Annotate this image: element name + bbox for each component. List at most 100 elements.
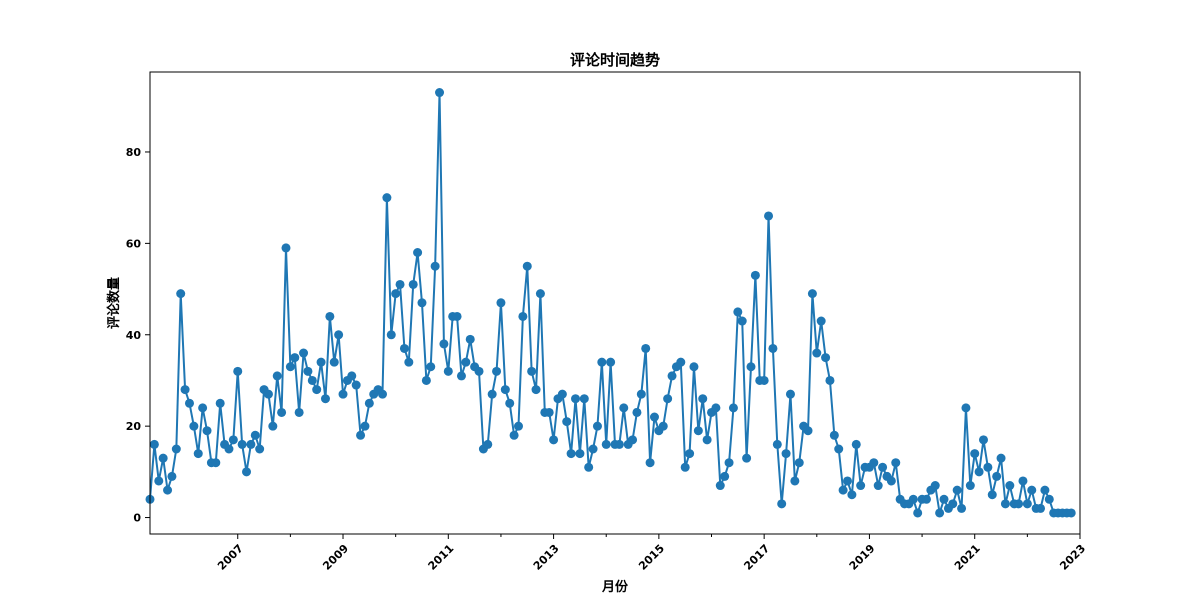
data-point (378, 389, 387, 399)
data-point (702, 435, 712, 445)
data-point (500, 385, 510, 395)
y-tick-label: 20 (126, 420, 142, 433)
data-point (562, 417, 572, 427)
data-point (154, 476, 164, 486)
data-point (202, 426, 212, 436)
data-point (597, 357, 607, 367)
data-point (461, 357, 471, 367)
y-axis-label: 评论数量 (106, 277, 122, 329)
data-point (272, 371, 282, 381)
data-point (487, 389, 497, 399)
data-point (619, 403, 629, 413)
data-point (307, 375, 317, 385)
data-point (680, 462, 690, 472)
data-point (417, 298, 427, 308)
data-point (658, 421, 668, 431)
data-point (193, 449, 203, 459)
data-point (829, 430, 839, 440)
data-point (391, 289, 401, 299)
data-point (663, 394, 673, 404)
data-point (237, 439, 247, 449)
data-point (886, 476, 896, 486)
data-point (452, 311, 462, 321)
data-point (149, 439, 159, 449)
data-point (667, 371, 677, 381)
data-point (978, 435, 988, 445)
data-point (299, 348, 309, 358)
data-point (1040, 485, 1050, 495)
data-point (435, 88, 445, 98)
y-tick-label: 40 (126, 329, 142, 342)
data-point (505, 398, 515, 408)
x-tick-label: 2023 (1057, 542, 1088, 573)
data-point (711, 403, 721, 413)
data-point (1000, 499, 1010, 509)
data-point (439, 339, 449, 349)
data-point (636, 389, 646, 399)
data-point (413, 248, 423, 257)
y-tick-label: 0 (133, 512, 141, 525)
data-point (351, 380, 361, 390)
data-point (821, 353, 831, 363)
data-point (764, 211, 774, 221)
data-point (443, 366, 453, 376)
data-point (720, 471, 730, 481)
x-tick-label: 2019 (847, 542, 878, 573)
data-point (465, 334, 475, 344)
series-line (149, 91, 1072, 514)
data-point (628, 435, 638, 445)
data-point (632, 407, 642, 417)
data-point (329, 357, 339, 367)
data-point (1014, 499, 1024, 509)
data-point (772, 439, 782, 449)
data-point (250, 430, 260, 440)
data-point (794, 458, 804, 468)
data-point (189, 421, 199, 431)
data-point (957, 503, 967, 513)
data-point (996, 453, 1006, 463)
x-tick-label: 2009 (320, 542, 351, 573)
data-point (812, 348, 822, 358)
data-point (816, 316, 826, 326)
data-point (325, 311, 335, 321)
data-point (1044, 494, 1054, 504)
data-point (746, 362, 756, 372)
data-point (399, 343, 409, 353)
data-point (584, 462, 594, 472)
x-axis-label: 月份 (601, 579, 629, 595)
data-point (246, 439, 256, 449)
data-point (869, 458, 879, 468)
data-point (527, 366, 537, 376)
data-point (277, 407, 287, 417)
data-point (803, 426, 813, 436)
data-point (724, 458, 734, 468)
data-point (382, 193, 392, 203)
data-point (356, 430, 366, 440)
data-point (456, 371, 466, 381)
data-point (492, 366, 502, 376)
data-point (606, 357, 616, 367)
data-point (163, 485, 173, 495)
data-point (364, 398, 374, 408)
data-point (167, 471, 177, 481)
y-tick-label: 80 (126, 146, 142, 159)
data-point (768, 343, 778, 353)
data-point (961, 403, 971, 413)
data-point (404, 357, 414, 367)
series-layer (145, 88, 1076, 518)
data-point (320, 394, 330, 404)
data-point (285, 362, 295, 372)
data-point (303, 366, 313, 376)
data-point (641, 343, 651, 353)
data-point (549, 435, 559, 445)
x-tick-label: 2013 (531, 542, 562, 573)
data-point (180, 385, 190, 395)
data-point (1018, 476, 1028, 486)
data-point (601, 439, 611, 449)
data-point (1027, 485, 1037, 495)
data-point (268, 421, 278, 431)
data-point (676, 357, 686, 367)
data-point (878, 462, 888, 472)
data-point (421, 375, 431, 385)
data-point (171, 444, 181, 454)
